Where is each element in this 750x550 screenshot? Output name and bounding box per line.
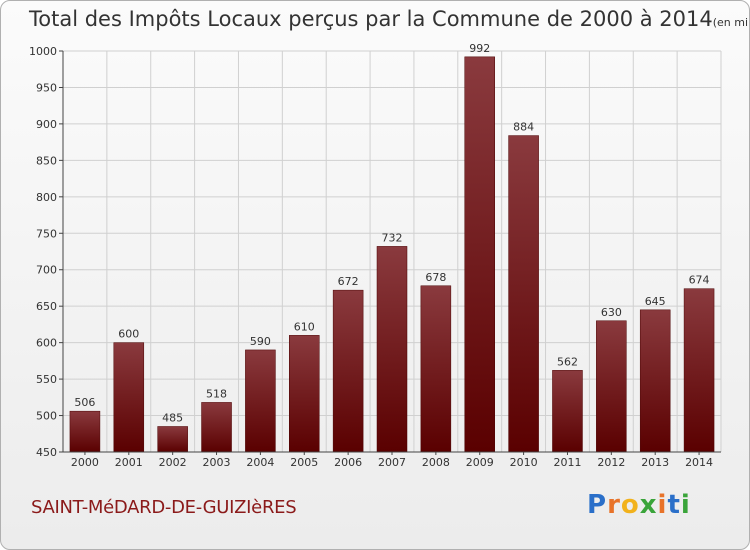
y-tick-label: 1000 <box>29 45 57 58</box>
bar-value-label: 518 <box>206 387 227 400</box>
bar-2013 <box>639 309 671 453</box>
commune-name: SAINT-MéDARD-DE-GUIZIèRES <box>31 497 297 518</box>
bar-value-label: 884 <box>513 121 534 134</box>
bar-2008 <box>420 285 452 453</box>
bar-value-label: 590 <box>250 335 271 348</box>
bar-value-label: 992 <box>469 42 490 55</box>
bars: 506 600 485 518 590 610 672 732 678 992 884 562 630 6… <box>69 42 715 453</box>
y-tick-label: 450 <box>36 446 57 459</box>
y-tick-label: 750 <box>36 227 57 240</box>
x-tick-label: 2012 <box>597 456 625 469</box>
y-tick-label: 700 <box>36 264 57 277</box>
bar-2004 <box>245 349 276 453</box>
logo-letter: t <box>667 490 681 520</box>
y-tick-label: 500 <box>36 410 57 423</box>
x-tick-label: 2009 <box>466 456 494 469</box>
bar-value-label: 610 <box>294 320 315 333</box>
chart-title: Total des Impôts Locaux perçus par la Co… <box>29 7 749 31</box>
bar-value-label: 732 <box>382 231 403 244</box>
bar-value-label: 674 <box>689 274 710 287</box>
x-tick-label: 2007 <box>378 456 406 469</box>
bar-2009 <box>464 56 495 453</box>
chart-title-unit: (en milliers d'€) <box>712 16 749 29</box>
bar-2003 <box>201 402 232 453</box>
bar-value-label: 672 <box>338 275 359 288</box>
y-tick-label: 550 <box>36 373 57 386</box>
bar-value-label: 485 <box>162 411 183 424</box>
bar-2001 <box>113 342 145 453</box>
x-tick-label: 2013 <box>641 456 669 469</box>
x-tick-label: 2002 <box>159 456 187 469</box>
y-tick-label: 950 <box>36 81 57 94</box>
x-tick-label: 2004 <box>246 456 274 469</box>
logo-letter: r <box>607 490 621 520</box>
bar-value-label: 562 <box>557 355 578 368</box>
bar-value-label: 630 <box>601 306 622 319</box>
bar-value-label: 506 <box>74 396 95 409</box>
y-tick-label: 900 <box>36 118 57 131</box>
chart-title-main: Total des Impôts Locaux perçus par la Co… <box>29 7 713 31</box>
x-tick-label: 2001 <box>115 456 143 469</box>
proxiti-logo[interactable]: Proxiti <box>587 490 691 520</box>
bar-2000 <box>69 410 101 453</box>
y-tick-label: 850 <box>36 154 57 167</box>
x-tick-label: 2000 <box>71 456 99 469</box>
x-tick-label: 2010 <box>510 456 538 469</box>
bar-value-label: 600 <box>118 328 139 341</box>
bar-2010 <box>508 135 539 453</box>
axes: 450 500 550 600 650 700 750 800 850 900 950 1000 200… <box>29 45 721 469</box>
bar-value-label: 678 <box>425 271 446 284</box>
y-tick-label: 600 <box>36 337 57 350</box>
bar-value-label: 645 <box>645 295 666 308</box>
bar-2006 <box>332 289 364 453</box>
x-tick-label: 2008 <box>422 456 450 469</box>
x-tick-label: 2003 <box>203 456 231 469</box>
logo-letter: i <box>680 490 691 520</box>
x-tick-label: 2011 <box>553 456 581 469</box>
bar-2007 <box>376 246 408 453</box>
logo-letter: i <box>657 490 668 520</box>
bar-2012 <box>596 320 627 453</box>
bar-2011 <box>552 370 583 453</box>
y-tick-label: 800 <box>36 191 57 204</box>
x-tick-label: 2005 <box>290 456 318 469</box>
bar-2014 <box>683 288 715 453</box>
logo-letter: o <box>620 490 640 520</box>
bar-2005 <box>289 335 320 453</box>
x-tick-label: 2006 <box>334 456 362 469</box>
x-tick-label: 2014 <box>685 456 713 469</box>
y-tick-label: 650 <box>36 300 57 313</box>
logo-letter: P <box>587 490 608 520</box>
logo-letter: x <box>639 490 658 520</box>
bar-2002 <box>157 426 188 453</box>
